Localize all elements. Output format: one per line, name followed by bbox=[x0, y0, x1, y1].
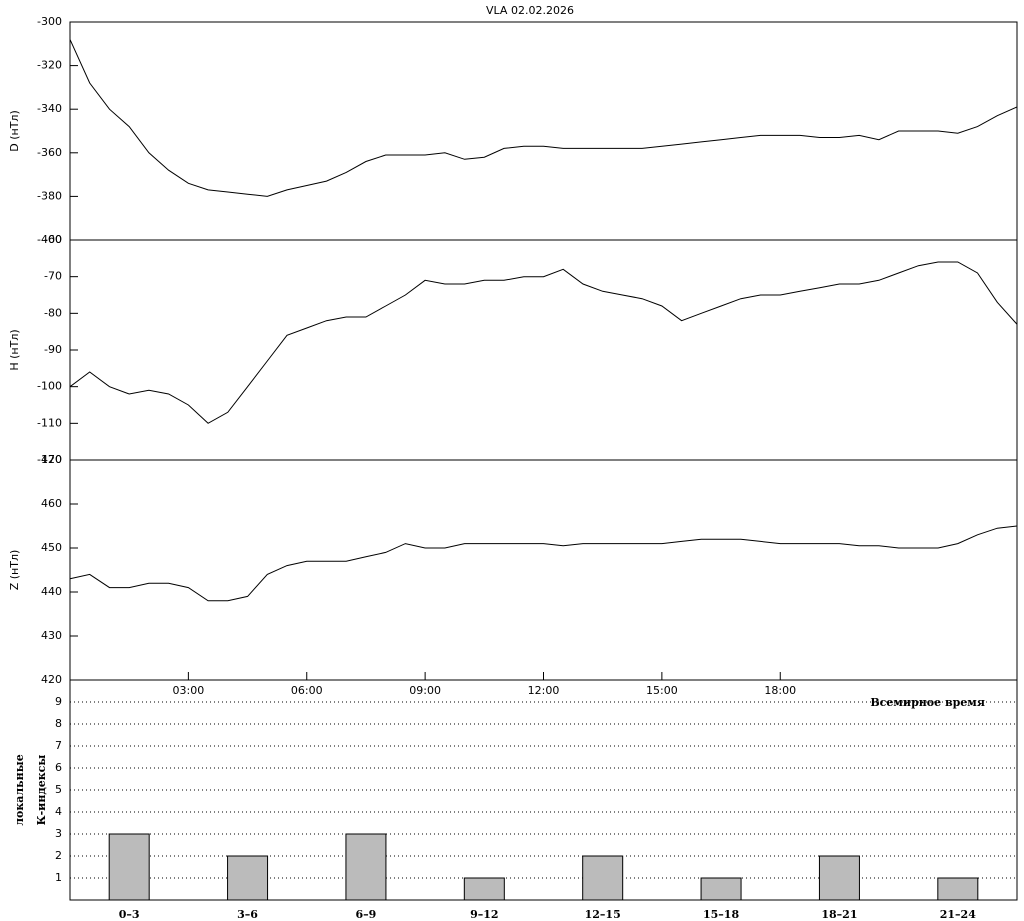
bar bbox=[582, 855, 624, 901]
x-tick-label: 12–15 bbox=[585, 908, 621, 921]
y-axis-label: Z (нТл) bbox=[8, 550, 21, 591]
y-tick-label: -380 bbox=[37, 189, 62, 202]
y-tick-label: 1 bbox=[55, 871, 62, 884]
y-tick-label: 440 bbox=[41, 585, 62, 598]
x-tick-label: 18–21 bbox=[821, 908, 857, 921]
data-line bbox=[69, 39, 1018, 197]
y-tick-label: -80 bbox=[44, 306, 62, 319]
x-tick-label: 0–3 bbox=[119, 908, 140, 921]
y-tick-label: -340 bbox=[37, 102, 62, 115]
y-tick-label: 6 bbox=[55, 761, 62, 774]
y-tick-label: -110 bbox=[37, 416, 62, 429]
bar bbox=[345, 833, 387, 901]
y-tick-label: 4 bbox=[55, 805, 62, 818]
x-tick-label: 06:00 bbox=[291, 684, 323, 697]
data-line bbox=[69, 261, 1018, 424]
y-tick-label: -100 bbox=[37, 380, 62, 393]
x-tick-label: 9–12 bbox=[470, 908, 498, 921]
y-tick-label: 2 bbox=[55, 849, 62, 862]
panel-frame bbox=[69, 239, 1018, 461]
x-tick-label: 12:00 bbox=[528, 684, 560, 697]
x-tick-label: 15–18 bbox=[703, 908, 739, 921]
y-tick-label: 470 bbox=[41, 453, 62, 466]
y-tick-label: 7 bbox=[55, 739, 62, 752]
y-tick-label: -120 bbox=[37, 453, 62, 466]
x-tick-label: 3–6 bbox=[237, 908, 258, 921]
panel-frame bbox=[69, 459, 1018, 681]
y-tick-label: 460 bbox=[41, 497, 62, 510]
bar bbox=[818, 855, 860, 901]
y-tick-label: 3 bbox=[55, 827, 62, 840]
x-tick-label: 21–24 bbox=[940, 908, 976, 921]
y-tick-label: 420 bbox=[41, 673, 62, 686]
y-tick-label: -70 bbox=[44, 270, 62, 283]
y-tick-label: 5 bbox=[55, 783, 62, 796]
y-tick-label: 430 bbox=[41, 629, 62, 642]
y-tick-label: 450 bbox=[41, 541, 62, 554]
x-tick-label: 18:00 bbox=[764, 684, 796, 697]
y-tick-label: -400 bbox=[37, 233, 62, 246]
bar bbox=[937, 877, 979, 901]
x-tick-label: 15:00 bbox=[646, 684, 678, 697]
y-axis-label: локальные bbox=[13, 754, 26, 825]
x-axis-label: Всемирное время bbox=[870, 696, 985, 709]
bar bbox=[463, 877, 505, 901]
y-axis-label: D (нТл) bbox=[8, 110, 21, 152]
y-tick-label: -90 bbox=[44, 343, 62, 356]
y-tick-label: -360 bbox=[37, 146, 62, 159]
bar bbox=[227, 855, 269, 901]
x-tick-label: 03:00 bbox=[173, 684, 205, 697]
chart-title: VLA 02.02.2026 bbox=[486, 4, 574, 17]
y-tick-label: -320 bbox=[37, 59, 62, 72]
bar bbox=[108, 833, 150, 901]
x-tick-label: 09:00 bbox=[409, 684, 441, 697]
x-tick-label: 6–9 bbox=[356, 908, 377, 921]
panel-frame bbox=[69, 21, 1018, 241]
y-tick-label: -60 bbox=[44, 233, 62, 246]
bar bbox=[700, 877, 742, 901]
data-line bbox=[69, 525, 1018, 602]
y-axis-label: К-индексы bbox=[35, 755, 48, 826]
y-tick-label: 9 bbox=[55, 695, 62, 708]
y-tick-label: -300 bbox=[37, 15, 62, 28]
y-axis-label: H (нТл) bbox=[8, 329, 21, 370]
y-tick-label: 8 bbox=[55, 717, 62, 730]
